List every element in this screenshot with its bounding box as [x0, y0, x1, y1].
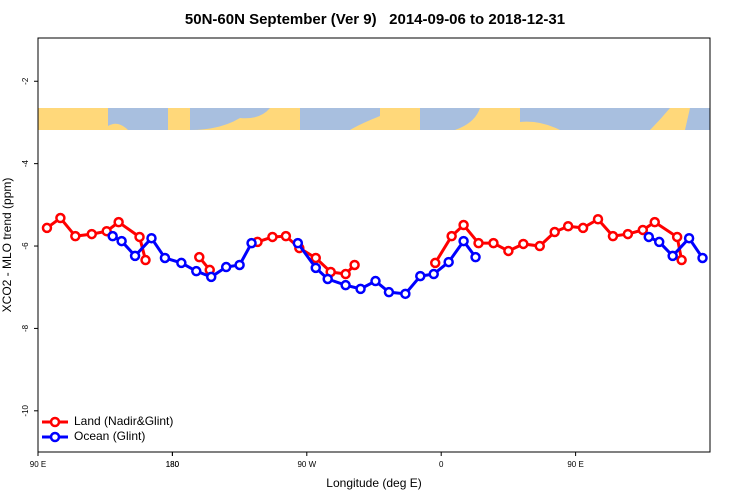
x-tick-label: 90 E — [567, 460, 583, 469]
point — [429, 257, 441, 269]
point — [458, 235, 469, 247]
point — [205, 271, 217, 283]
point — [446, 230, 457, 242]
point — [113, 216, 124, 228]
point — [534, 240, 546, 252]
point — [159, 252, 171, 264]
point — [676, 254, 687, 266]
point — [267, 231, 278, 243]
point — [322, 273, 333, 285]
point — [383, 286, 395, 298]
legend-label: Land (Nadir&Glint) — [74, 414, 173, 428]
point — [194, 251, 205, 263]
x-tick-label: 180 — [166, 460, 180, 469]
point — [503, 245, 514, 257]
point — [592, 214, 604, 225]
point — [220, 261, 232, 273]
series-line — [46, 215, 684, 276]
point — [70, 230, 81, 242]
point — [340, 268, 351, 280]
point — [246, 237, 257, 249]
legend-label: Ocean (Glint) — [74, 429, 145, 443]
point — [41, 222, 53, 234]
point — [653, 236, 665, 248]
point — [637, 224, 649, 236]
plot-frame — [37, 37, 711, 453]
point — [458, 219, 469, 231]
point — [549, 226, 560, 238]
point — [370, 275, 381, 287]
point — [443, 256, 454, 268]
point — [134, 231, 145, 243]
y-axis-label: XCO2 - MLO trend (ppm) — [0, 178, 14, 313]
x-axis-label: Longitude (deg E) — [326, 476, 421, 490]
x-tick-label: 180 — [166, 460, 180, 469]
point — [146, 232, 157, 244]
point — [140, 254, 151, 266]
x-tick-label: 0 — [439, 460, 444, 469]
point — [340, 279, 351, 291]
point — [400, 288, 411, 300]
point — [234, 259, 245, 271]
y-tick-label: -6 — [21, 242, 30, 250]
point — [667, 250, 678, 262]
point — [310, 252, 322, 264]
point — [310, 262, 322, 274]
point — [683, 232, 695, 244]
point — [176, 257, 187, 269]
point — [428, 268, 439, 280]
point — [349, 259, 360, 271]
legend-marker — [49, 431, 61, 443]
point — [473, 237, 484, 249]
point — [649, 216, 660, 228]
y-tick-label: -2 — [21, 77, 30, 85]
point — [518, 238, 529, 250]
point — [116, 235, 127, 247]
point — [280, 230, 292, 242]
point — [643, 231, 655, 243]
x-tick-label: 90 E — [30, 460, 46, 469]
point — [697, 252, 708, 264]
legend-marker — [49, 416, 61, 428]
y-tick-label: -10 — [21, 404, 30, 416]
point — [107, 230, 118, 242]
point — [415, 270, 426, 282]
point — [577, 222, 589, 234]
point — [622, 228, 634, 240]
point — [191, 265, 202, 277]
point — [607, 230, 619, 242]
point — [86, 228, 98, 240]
series-line — [111, 234, 704, 296]
x-tick-label: 90 W — [297, 460, 316, 469]
point — [671, 231, 683, 243]
point — [488, 237, 499, 249]
y-tick-label: -8 — [21, 324, 30, 332]
point — [55, 212, 66, 224]
y-tick-label: -4 — [21, 160, 30, 168]
point — [355, 283, 366, 295]
point — [129, 250, 141, 262]
point — [470, 251, 481, 263]
point — [562, 221, 574, 232]
map-band — [38, 108, 710, 130]
chart-title: 50N-60N September (Ver 9) 2014-09-06 to … — [185, 11, 565, 28]
point — [292, 237, 304, 249]
